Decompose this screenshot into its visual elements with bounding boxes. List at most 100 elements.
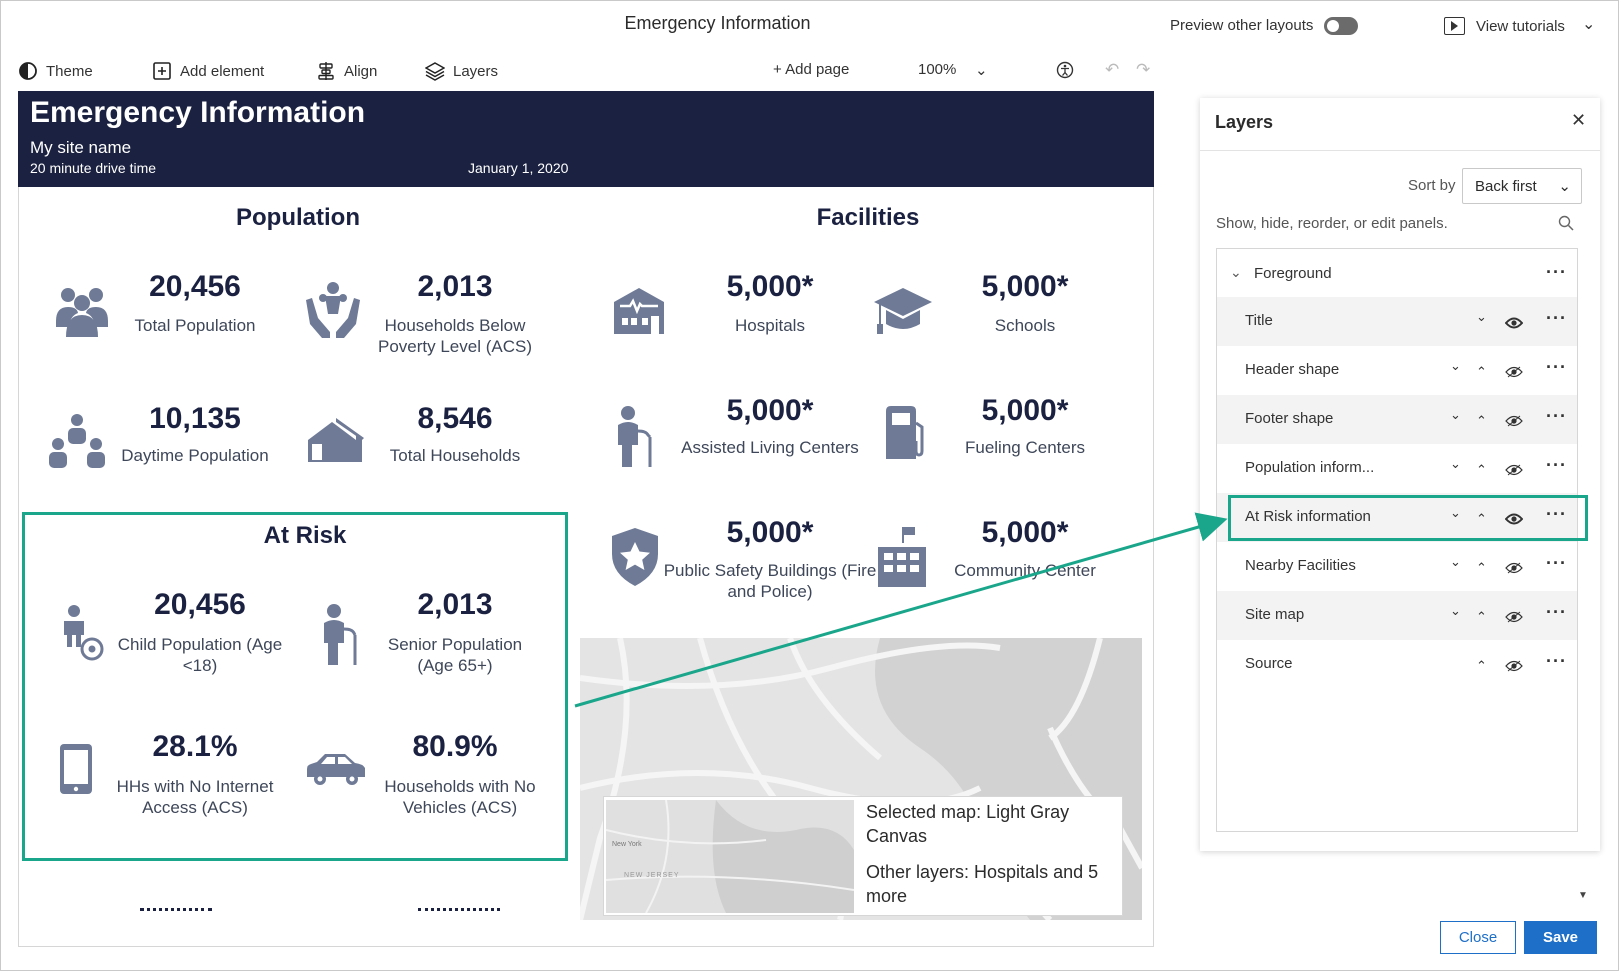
layers-button[interactable]: Layers [425,61,498,81]
add-page-button[interactable]: + Add page [773,61,850,78]
move-down-icon[interactable]: ⌄ [1450,407,1461,422]
layer-label: Population inform... [1245,459,1375,476]
layer-row[interactable] [1217,395,1577,444]
move-up-icon[interactable]: ⌃ [1476,560,1487,575]
people-triad-icon [47,414,107,470]
add-element-button[interactable]: Add element [152,61,264,81]
house-icon [306,418,366,462]
move-down-icon[interactable]: ⌄ [1476,309,1487,324]
layers-hint: Show, hide, reorder, or edit panels. [1216,215,1448,232]
move-up-icon[interactable]: ⌃ [1476,413,1487,428]
stat-label: Daytime Population [121,446,269,465]
more-options-icon[interactable]: ··· [1546,553,1567,573]
close-button[interactable]: Close [1440,921,1516,954]
undo-icon[interactable]: ↶ [1105,60,1120,79]
sort-select[interactable]: Back first ⌄ [1462,168,1582,204]
layer-label: At Risk information [1245,508,1371,525]
move-up-icon[interactable]: ⌃ [1476,658,1487,673]
stat-label: Hospitals [735,316,805,335]
divider [1200,150,1600,151]
clipped-content [140,908,212,911]
move-down-icon[interactable]: ⌄ [1450,358,1461,373]
sort-value: Back first [1475,178,1537,195]
move-down-icon[interactable]: ⌄ [1450,554,1461,569]
clipped-content [418,908,500,911]
more-options-icon[interactable]: ··· [1546,308,1567,328]
more-options-icon[interactable]: ··· [1546,651,1567,671]
save-button[interactable]: Save [1524,921,1597,954]
stat-label: Senior Population (Age 65+) [387,635,523,675]
stat-value: 80.9% [412,730,498,763]
play-video-icon[interactable] [1444,17,1465,35]
move-down-icon[interactable]: ⌄ [1450,603,1461,618]
facilities-title: Facilities [816,204,920,231]
child-icon [58,605,104,661]
more-options-icon[interactable]: ··· [1546,357,1567,377]
visibility-eye-icon[interactable] [1505,414,1523,432]
zoom-select[interactable]: 100% [918,61,957,78]
more-options-icon[interactable]: ··· [1546,602,1567,622]
move-down-icon[interactable]: ⌄ [1450,505,1461,520]
close-icon[interactable]: ✕ [1571,110,1587,130]
layers-label: Layers [453,62,499,80]
drive-time: 20 minute drive time [30,160,157,176]
theme-button[interactable]: Theme [18,61,93,81]
preview-layouts-toggle[interactable] [1324,17,1358,35]
chevron-down-icon[interactable]: ⌄ [1230,264,1242,280]
car-icon [305,753,367,785]
site-name: My site name [30,138,132,157]
stat-label: Fueling Centers [964,438,1085,457]
chevron-down-icon[interactable]: ⌄ [1582,16,1596,33]
add-element-label: Add element [180,62,265,80]
add-square-icon [153,62,171,80]
stat-label: Community Center [954,561,1096,580]
move-down-icon[interactable]: ⌄ [1450,456,1461,471]
report-date: January 1, 2020 [468,160,569,176]
layer-label: Source [1245,655,1293,672]
visibility-eye-icon[interactable] [1505,365,1523,383]
move-up-icon[interactable]: ⌃ [1476,609,1487,624]
visibility-eye-icon[interactable] [1505,659,1523,677]
stat-label: Schools [994,316,1056,335]
more-options-icon[interactable]: ··· [1546,406,1567,426]
mini-map-label: NEW JERSEY [624,872,680,879]
layer-row[interactable] [1217,493,1577,542]
layers-panel [1200,98,1600,851]
zoom-chevron-icon[interactable]: ⌄ [975,62,988,79]
visibility-eye-icon[interactable] [1504,316,1524,334]
visibility-eye-icon[interactable] [1505,610,1523,628]
theme-label: Theme [46,62,93,80]
stat-label: Child Population (Age <18) [117,635,283,675]
header-shape[interactable] [18,91,1154,187]
stat-value: 5,000* [981,270,1069,303]
move-up-icon[interactable]: ⌃ [1476,511,1487,526]
align-icon [318,62,334,80]
stat-label: Total Households [389,446,521,465]
more-options-icon[interactable]: ··· [1546,504,1567,524]
layer-row[interactable] [1217,297,1577,346]
search-icon[interactable] [1558,215,1574,231]
layer-group-foreground[interactable]: Foreground [1254,265,1332,282]
theme-icon [19,62,37,80]
scroll-down-arrow[interactable]: ▼ [1578,890,1588,901]
visibility-eye-icon[interactable] [1505,561,1523,579]
more-options-icon[interactable]: ··· [1546,455,1567,475]
more-options-icon[interactable]: ··· [1546,262,1567,282]
visibility-eye-icon[interactable] [1505,463,1523,481]
redo-icon[interactable]: ↷ [1136,60,1151,79]
selected-layer-highlight [1228,495,1588,541]
stat-value: 5,000* [981,516,1069,549]
move-up-icon[interactable]: ⌃ [1476,364,1487,379]
tablet-icon [60,744,92,794]
stat-value: 5,000* [726,516,814,549]
layer-row[interactable] [1217,591,1577,640]
accessibility-icon[interactable] [1056,61,1074,84]
visibility-eye-icon[interactable] [1504,512,1524,530]
view-tutorials-button[interactable]: View tutorials [1476,18,1565,35]
fuel-pump-icon [884,405,928,461]
hands-family-icon [303,280,363,340]
stat-label: Households with No Vehicles (ACS) [384,777,536,817]
at-risk-panel[interactable] [22,512,568,861]
align-button[interactable]: Align [316,61,377,81]
move-up-icon[interactable]: ⌃ [1476,462,1487,477]
